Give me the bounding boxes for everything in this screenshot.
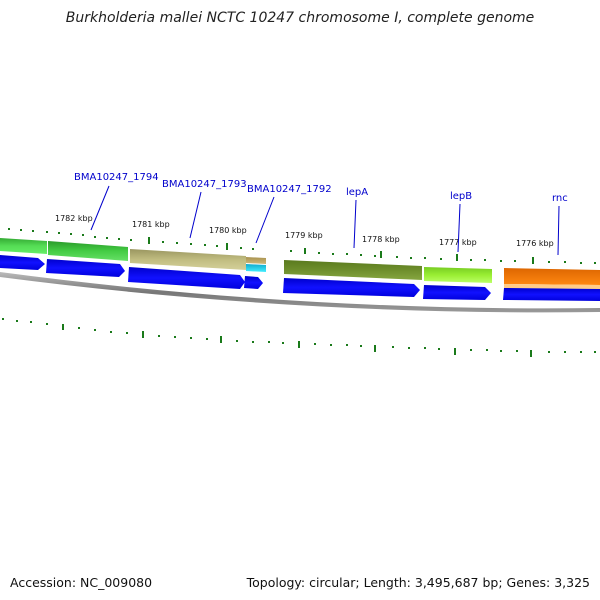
gene-label[interactable]: BMA10247_1793 bbox=[162, 179, 247, 190]
cds-arrow[interactable] bbox=[503, 288, 600, 301]
leader-line bbox=[557, 205, 560, 256]
feature-bright-green-2[interactable] bbox=[48, 241, 128, 261]
scale-label: 1776 kbp bbox=[516, 239, 554, 248]
scale-labels: 1782 kbp 1781 kbp 1780 kbp 1779 kbp 1778… bbox=[55, 214, 554, 248]
leader-line bbox=[255, 196, 275, 244]
leader-line bbox=[189, 191, 202, 239]
cds-arrow[interactable] bbox=[244, 276, 263, 289]
leader-line bbox=[457, 203, 461, 253]
gene-label[interactable]: BMA10247_1792 bbox=[247, 184, 332, 195]
cds-arrow[interactable] bbox=[0, 255, 45, 270]
feature-olive[interactable] bbox=[284, 260, 422, 280]
genome-backbone bbox=[0, 272, 600, 313]
leader-line bbox=[90, 185, 110, 231]
feature-tan[interactable] bbox=[130, 249, 246, 270]
map-title: Burkholderia mallei NCTC 10247 chromosom… bbox=[65, 10, 535, 26]
gene-labels: BMA10247_1794 BMA10247_1793 BMA10247_179… bbox=[74, 172, 568, 204]
feature-bright-green-1[interactable] bbox=[0, 238, 47, 254]
accession-text: Accession: NC_009080 bbox=[10, 575, 153, 590]
genome-summary-text: Topology: circular; Length: 3,495,687 bp… bbox=[246, 575, 590, 590]
gene-label[interactable]: lepA bbox=[346, 187, 368, 198]
feature-cyan[interactable] bbox=[246, 264, 266, 272]
cds-arrow[interactable] bbox=[423, 285, 491, 300]
scale-label: 1780 kbp bbox=[209, 226, 247, 235]
leader-line bbox=[353, 199, 357, 249]
feature-orange-underline bbox=[504, 284, 600, 289]
gene-label[interactable]: lepB bbox=[450, 191, 472, 202]
leader-lines bbox=[90, 185, 560, 256]
cds-arrow[interactable] bbox=[283, 278, 420, 297]
feature-light-green[interactable] bbox=[424, 267, 492, 283]
gene-label[interactable]: BMA10247_1794 bbox=[74, 172, 159, 183]
feature-tan-small[interactable] bbox=[246, 257, 266, 264]
gene-label[interactable]: rnc bbox=[552, 193, 568, 204]
cds-arrows bbox=[0, 255, 600, 301]
scale-label: 1782 kbp bbox=[55, 214, 93, 223]
inner-tick-ring bbox=[2, 318, 596, 357]
cds-arrow[interactable] bbox=[46, 259, 125, 277]
scale-label: 1777 kbp bbox=[439, 238, 477, 247]
scale-label: 1779 kbp bbox=[285, 231, 323, 240]
outer-tick-ring bbox=[8, 228, 596, 264]
feature-orange[interactable] bbox=[504, 268, 600, 285]
scale-label: 1778 kbp bbox=[362, 235, 400, 244]
cds-arrow[interactable] bbox=[128, 267, 245, 289]
feature-band bbox=[0, 238, 600, 289]
scale-label: 1781 kbp bbox=[132, 220, 170, 229]
